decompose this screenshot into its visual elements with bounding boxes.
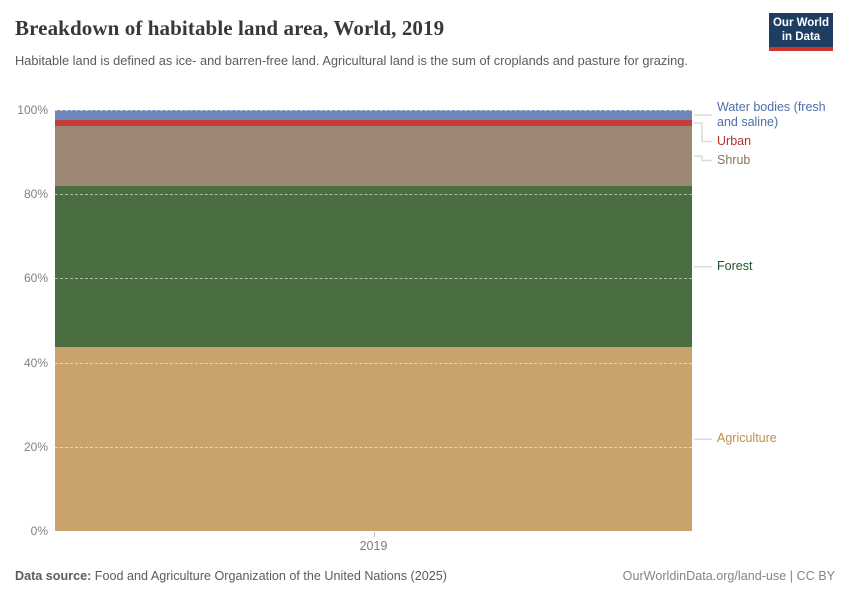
- x-axis-label-year: 2019: [359, 539, 388, 553]
- legend-label-urban[interactable]: Urban: [717, 133, 752, 148]
- owid-logo[interactable]: Our World in Data: [769, 13, 833, 51]
- gridline-20: [55, 446, 692, 448]
- footer-datasource-text: Food and Agriculture Organization of the…: [91, 569, 447, 583]
- gridline-40: [55, 362, 692, 364]
- y-axis-tick-100: 100%: [17, 103, 48, 117]
- legend-label-water-bodies-fresh-and-saline[interactable]: Water bodies (fresh and saline): [717, 99, 826, 130]
- chart-title: Breakdown of habitable land area, World,…: [15, 16, 445, 40]
- footer-datasource-label: Data source:: [15, 569, 92, 583]
- bar-segment-agriculture[interactable]: [55, 347, 692, 531]
- y-axis-tick-60: 60%: [23, 271, 48, 286]
- legend-label-agriculture[interactable]: Agriculture: [717, 431, 777, 446]
- legend-label-shrub[interactable]: Shrub: [717, 152, 751, 167]
- bar-segment-water-bodies-fresh-and-saline[interactable]: [55, 110, 692, 121]
- footer-datasource: Data source: Food and Agriculture Organi…: [15, 569, 447, 583]
- owid-logo-line2: in Data: [781, 30, 821, 43]
- footer-attribution-link[interactable]: OurWorldinData.org/land-use | CC BY: [622, 569, 835, 583]
- legend-label-forest[interactable]: Forest: [717, 258, 753, 273]
- owid-logo-line1: Our World: [772, 17, 829, 29]
- bar-segment-shrub[interactable]: [55, 125, 692, 187]
- x-axis-tick-mark: [373, 532, 375, 537]
- bar-segment-forest[interactable]: [55, 186, 692, 348]
- gridline-60: [55, 278, 692, 280]
- y-axis-tick-40: 40%: [23, 355, 48, 370]
- y-axis-tick-0: 0%: [30, 524, 48, 538]
- bar-segment-urban[interactable]: [55, 120, 692, 126]
- chart-subtitle: Habitable land is defined as ice- and ba…: [15, 53, 688, 68]
- gridline-80: [55, 194, 692, 196]
- y-axis-tick-80: 80%: [23, 187, 48, 202]
- y-axis-tick-20: 20%: [23, 439, 48, 454]
- gridline-100: [55, 110, 692, 111]
